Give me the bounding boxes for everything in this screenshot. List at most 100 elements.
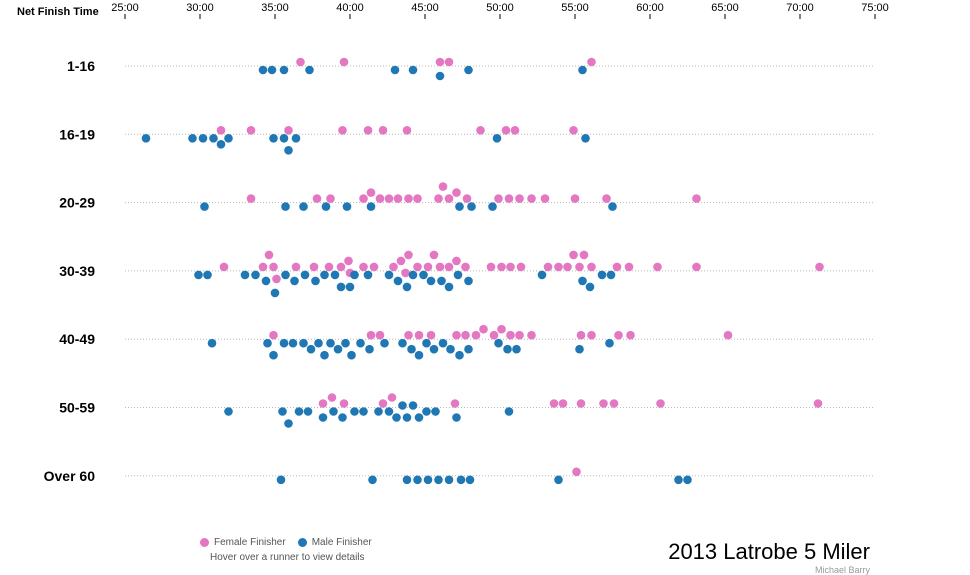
runner-point[interactable] — [326, 194, 335, 203]
runner-point[interactable] — [461, 262, 470, 272]
runner-point[interactable] — [452, 188, 461, 197]
runner-point[interactable] — [723, 330, 733, 340]
runner-point[interactable] — [674, 475, 683, 485]
runner-point[interactable] — [581, 134, 590, 143]
runner-point[interactable] — [653, 262, 662, 272]
runner-point[interactable] — [444, 194, 454, 203]
runner-point[interactable] — [455, 202, 464, 211]
runner-point[interactable] — [378, 399, 388, 408]
runner-point[interactable] — [305, 65, 314, 75]
runner-point[interactable] — [375, 194, 385, 203]
runner-point[interactable] — [506, 262, 515, 272]
runner-point[interactable] — [554, 475, 563, 485]
runner-point[interactable] — [426, 276, 436, 286]
runner-point[interactable] — [452, 256, 461, 266]
runner-point[interactable] — [402, 475, 412, 485]
runner-point[interactable] — [503, 344, 512, 354]
runner-point[interactable] — [401, 268, 410, 278]
runner-point[interactable] — [624, 262, 634, 272]
runner-point[interactable] — [384, 407, 394, 416]
runner-point[interactable] — [258, 65, 268, 75]
runner-point[interactable] — [320, 350, 329, 360]
runner-point[interactable] — [572, 467, 581, 477]
runner-point[interactable] — [497, 262, 506, 272]
runner-point[interactable] — [501, 126, 511, 135]
runner-point[interactable] — [452, 413, 461, 422]
runner-point[interactable] — [456, 475, 466, 485]
runner-point[interactable] — [326, 338, 335, 348]
runner-point[interactable] — [612, 262, 622, 272]
runner-point[interactable] — [311, 276, 320, 286]
runner-point[interactable] — [446, 344, 455, 354]
runner-point[interactable] — [408, 65, 418, 75]
runner-point[interactable] — [314, 338, 323, 348]
runner-point[interactable] — [605, 338, 614, 348]
runner-point[interactable] — [339, 57, 349, 67]
runner-point[interactable] — [558, 399, 568, 408]
runner-point[interactable] — [279, 65, 289, 75]
runner-point[interactable] — [356, 338, 365, 348]
runner-point[interactable] — [692, 194, 701, 203]
runner-point[interactable] — [392, 413, 401, 422]
runner-point[interactable] — [423, 475, 433, 485]
runner-point[interactable] — [194, 270, 203, 280]
runner-point[interactable] — [426, 330, 436, 340]
runner-point[interactable] — [369, 262, 379, 272]
runner-point[interactable] — [284, 146, 293, 155]
runner-point[interactable] — [494, 338, 503, 348]
runner-point[interactable] — [200, 202, 209, 211]
runner-point[interactable] — [299, 338, 308, 348]
runner-point[interactable] — [407, 344, 416, 354]
runner-point[interactable] — [608, 202, 617, 211]
runner-point[interactable] — [288, 338, 298, 348]
runner-point[interactable] — [486, 262, 496, 272]
runner-point[interactable] — [464, 65, 473, 75]
runner-point[interactable] — [324, 262, 334, 272]
runner-point[interactable] — [579, 250, 589, 260]
runner-point[interactable] — [402, 413, 412, 422]
runner-point[interactable] — [330, 270, 340, 280]
runner-point[interactable] — [207, 338, 217, 348]
runner-point[interactable] — [342, 202, 352, 211]
runner-point[interactable] — [404, 250, 413, 260]
runner-point[interactable] — [554, 262, 563, 272]
runner-point[interactable] — [537, 270, 547, 280]
runner-point[interactable] — [267, 65, 277, 75]
runner-point[interactable] — [504, 194, 514, 203]
runner-point[interactable] — [656, 399, 665, 408]
runner-point[interactable] — [141, 134, 151, 143]
runner-point[interactable] — [606, 270, 616, 280]
runner-point[interactable] — [281, 202, 290, 211]
runner-point[interactable] — [506, 330, 515, 340]
runner-point[interactable] — [575, 344, 584, 354]
runner-point[interactable] — [279, 338, 289, 348]
runner-point[interactable] — [284, 419, 293, 428]
runner-point[interactable] — [336, 282, 346, 292]
runner-point[interactable] — [216, 126, 226, 135]
runner-point[interactable] — [570, 194, 580, 203]
runner-point[interactable] — [327, 393, 337, 402]
runner-point[interactable] — [438, 338, 448, 348]
runner-point[interactable] — [464, 344, 473, 354]
runner-point[interactable] — [452, 330, 461, 340]
runner-point[interactable] — [290, 276, 299, 286]
runner-point[interactable] — [294, 407, 304, 416]
runner-point[interactable] — [398, 338, 407, 348]
runner-point[interactable] — [336, 262, 346, 272]
runner-point[interactable] — [281, 270, 290, 280]
runner-point[interactable] — [434, 194, 443, 203]
runner-point[interactable] — [224, 407, 233, 416]
runner-point[interactable] — [365, 344, 374, 354]
runner-point[interactable] — [320, 270, 329, 280]
runner-point[interactable] — [393, 276, 403, 286]
runner-point[interactable] — [578, 276, 587, 286]
runner-point[interactable] — [402, 126, 412, 135]
runner-point[interactable] — [599, 399, 608, 408]
runner-point[interactable] — [515, 330, 524, 340]
runner-point[interactable] — [375, 330, 385, 340]
runner-point[interactable] — [402, 282, 412, 292]
runner-point[interactable] — [312, 194, 322, 203]
runner-point[interactable] — [462, 194, 472, 203]
runner-point[interactable] — [363, 126, 373, 135]
runner-point[interactable] — [435, 262, 445, 272]
